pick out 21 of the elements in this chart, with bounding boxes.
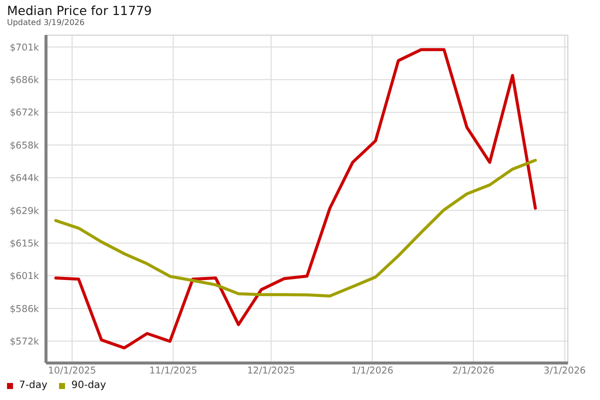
line-series	[54, 158, 537, 298]
y-tick-label: $615k	[10, 238, 40, 250]
chart-title: Median Price for 11779	[7, 3, 152, 18]
x-tick-label: 12/1/2025	[247, 366, 296, 377]
legend-label: 90-day	[71, 380, 106, 391]
y-tick-label: $672k	[10, 108, 40, 119]
y-tick-label: $701k	[10, 42, 40, 54]
y-tick-label: $601k	[10, 271, 40, 282]
y-tick-label: $644k	[10, 173, 40, 184]
y-tick-label: $572k	[10, 336, 40, 348]
x-tick-label: 2/1/2026	[452, 366, 494, 377]
x-tick-label: 3/1/2026	[544, 366, 586, 377]
x-tick-label: 10/1/2025	[48, 366, 96, 377]
x-tick-label: 11/1/2025	[149, 366, 198, 377]
y-tick-label: $586k	[10, 304, 40, 315]
chart-subtitle: Updated 3/19/2026	[7, 18, 85, 27]
x-tick-label: 1/1/2026	[351, 366, 394, 377]
legend-label: 7-day	[19, 380, 48, 391]
y-tick-label: $629k	[10, 206, 40, 217]
y-tick-label: $658k	[10, 140, 40, 152]
y-tick-label: $686k	[10, 75, 40, 86]
